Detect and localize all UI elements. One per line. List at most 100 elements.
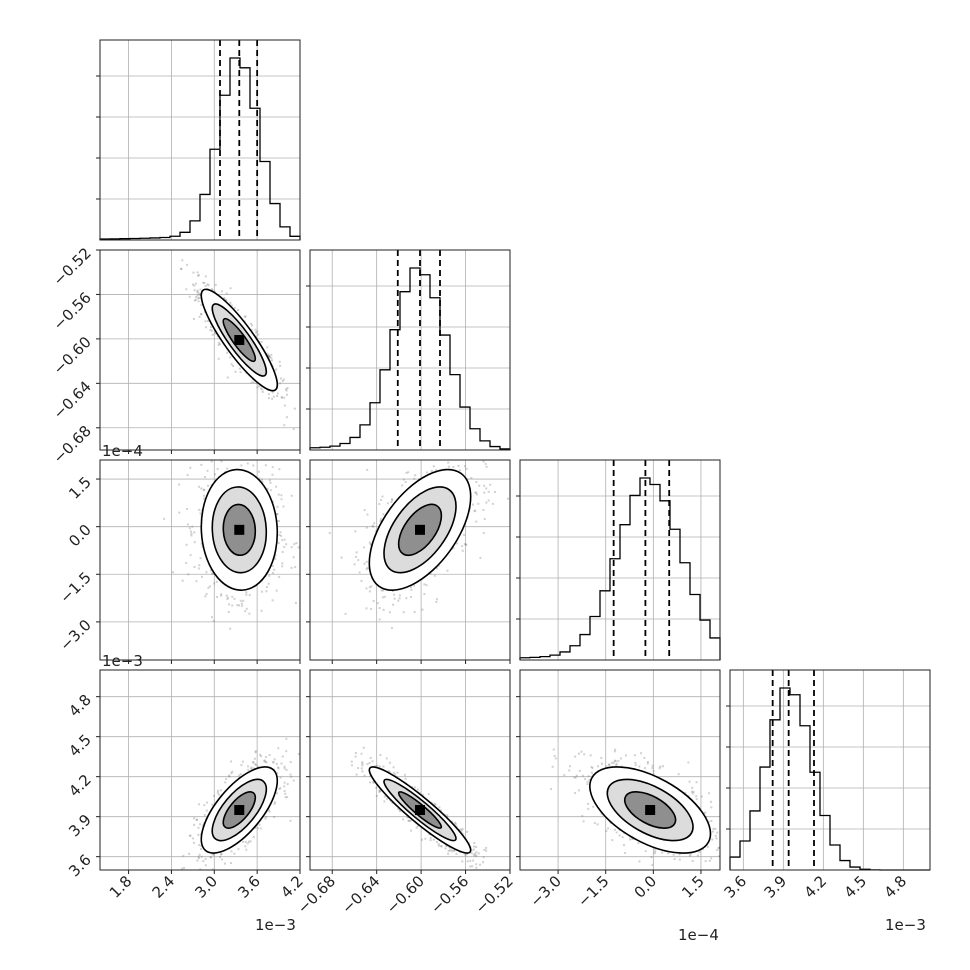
scatter-point [375, 765, 378, 768]
scatter-point [203, 497, 206, 500]
scatter-point [276, 513, 279, 516]
scatter-point [277, 542, 280, 545]
scatter-point [181, 579, 184, 582]
scatter-point [706, 845, 709, 848]
scatter-point [692, 790, 695, 793]
scatter-point [226, 467, 229, 470]
scatter-point [204, 284, 207, 287]
scatter-point [191, 837, 194, 840]
scatter-point [250, 767, 253, 770]
scatter-point [285, 416, 288, 419]
scatter-point [206, 469, 209, 472]
scatter-point [220, 593, 223, 596]
scatter-point [239, 599, 242, 602]
scatter-point [257, 765, 260, 768]
scatter-point [244, 840, 247, 843]
scatter-point [475, 854, 478, 857]
scatter-point [186, 523, 189, 526]
scatter-point [276, 505, 279, 508]
scatter-point [420, 838, 423, 841]
scatter-point [190, 532, 193, 535]
scatter-point [199, 868, 202, 871]
scatter-point [456, 542, 459, 545]
scatter-point [391, 498, 394, 501]
scatter-point [260, 478, 263, 481]
scatter-point [263, 759, 266, 762]
scatter-point [200, 542, 203, 545]
density-peak [234, 805, 245, 815]
scatter-point [448, 846, 451, 849]
scatter-point [193, 289, 196, 292]
scatter-point [202, 860, 205, 863]
scatter-point [472, 848, 475, 851]
scatter-point [463, 465, 466, 468]
scatter-point [429, 839, 432, 842]
scatter-point [390, 500, 393, 503]
scatter-point [278, 468, 281, 471]
scatter-point [198, 853, 201, 856]
density-peak [415, 805, 425, 815]
scatter-point [398, 597, 401, 600]
scatter-point [378, 618, 381, 621]
scatter-point [227, 610, 230, 613]
scatter-point [469, 865, 472, 868]
scatter-point [378, 789, 381, 792]
scatter-point [361, 764, 364, 767]
scatter-point [185, 561, 188, 564]
scatter-point [703, 812, 706, 815]
scatter-point [678, 858, 681, 861]
scatter-point [672, 853, 675, 856]
histogram-step [309, 267, 511, 450]
scatter-point [461, 832, 464, 835]
scatter-point [340, 556, 343, 559]
panel-frame [99, 459, 301, 661]
scatter-point [259, 827, 262, 830]
scatter-point [294, 566, 297, 569]
scatter-point [207, 284, 210, 287]
scatter-point [201, 575, 204, 578]
scatter-point [578, 769, 581, 772]
scatter-point [197, 274, 200, 277]
scatter-point [388, 771, 391, 774]
scatter-point [411, 786, 414, 789]
scatter-point [285, 543, 288, 546]
scatter-point [379, 520, 382, 523]
scatter-point [358, 571, 361, 574]
scatter-point [273, 815, 276, 818]
scatter-point [465, 467, 468, 470]
scatter-point [425, 584, 428, 587]
scatter-point [385, 757, 388, 760]
scatter-point [279, 382, 282, 385]
scatter-point [607, 827, 610, 830]
scatter-point [392, 771, 395, 774]
scatter-point [353, 563, 356, 566]
scatter-point [269, 489, 272, 492]
scatter-point [275, 762, 278, 765]
scatter-point [491, 502, 494, 505]
scatter-point [368, 586, 371, 589]
scatter-point [421, 608, 424, 611]
contour-line [200, 766, 279, 854]
scatter-point [469, 859, 472, 862]
scatter-point [265, 590, 268, 593]
scatter-point [204, 275, 207, 278]
scatter-point [366, 468, 369, 471]
scatter-point [281, 539, 284, 542]
scatter-point [471, 865, 474, 868]
scatter-point [214, 473, 217, 476]
scatter-point [477, 852, 480, 855]
scatter-point [267, 354, 270, 357]
panel-frame [519, 459, 721, 661]
scatter-point [447, 465, 450, 468]
scatter-point [687, 795, 690, 798]
scatter-point [238, 367, 241, 370]
scatter-point [371, 524, 374, 527]
scatter-point [470, 852, 473, 855]
scatter-point [438, 806, 441, 809]
scatter-point [451, 850, 454, 853]
scatter-point [268, 356, 271, 359]
scatter-point [387, 770, 390, 773]
scatter-point [472, 853, 475, 856]
scatter-point [271, 466, 274, 469]
scatter-point [220, 460, 223, 463]
